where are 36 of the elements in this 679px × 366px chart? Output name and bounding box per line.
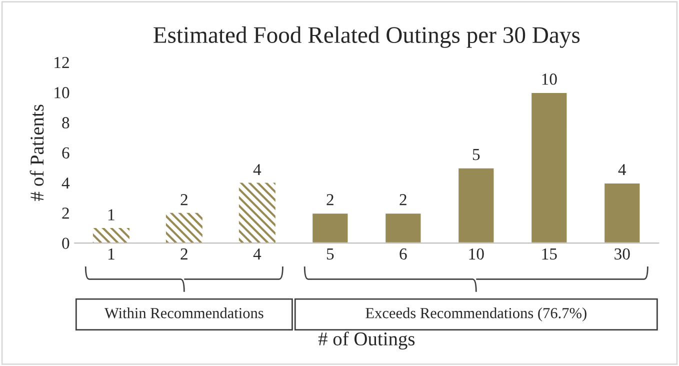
bar [530, 92, 568, 244]
bar [238, 182, 276, 244]
x-tick-label: 1 [108, 248, 114, 260]
data-label: 2 [326, 194, 334, 206]
y-tick-label: 4 [62, 178, 70, 189]
y-tick-label: 10 [54, 87, 70, 98]
bar [457, 166, 496, 244]
y-tick-label: 0 [62, 238, 70, 249]
bar [311, 212, 350, 244]
x-tick-label: 15 [542, 248, 557, 260]
x-tick-label: 30 [614, 248, 630, 260]
y-tick-label: 2 [62, 208, 69, 219]
text: Exceeds Recommendations (76.7%) [366, 308, 586, 322]
data-label: 2 [400, 194, 406, 206]
bar [603, 182, 642, 244]
data-label: 1 [108, 209, 114, 220]
bar [166, 212, 202, 244]
data-label: 4 [253, 164, 262, 176]
chart-title: Estimated Food Related Outings per 30 Days [154, 26, 580, 48]
x-tick-label: 5 [326, 248, 334, 260]
y-tick-label: 8 [62, 117, 70, 128]
x-tick-label: 2 [180, 248, 188, 260]
y-axis-title: # of Patients [30, 104, 44, 201]
data-label: 2 [180, 194, 188, 206]
bar [92, 228, 130, 244]
x-tick-label: 6 [400, 248, 407, 260]
x-axis-title: # of Outings [318, 332, 415, 350]
bar [384, 212, 422, 244]
y-tick-label: 6 [62, 147, 70, 159]
x-tick-label: 4 [253, 248, 262, 260]
data-label: 4 [618, 164, 626, 176]
data-label: 5 [472, 149, 480, 160]
y-tick-label: 12 [54, 56, 69, 68]
x-tick-label: 10 [469, 248, 484, 260]
text: Within Recommendations [104, 308, 264, 318]
data-label: 10 [542, 74, 557, 85]
